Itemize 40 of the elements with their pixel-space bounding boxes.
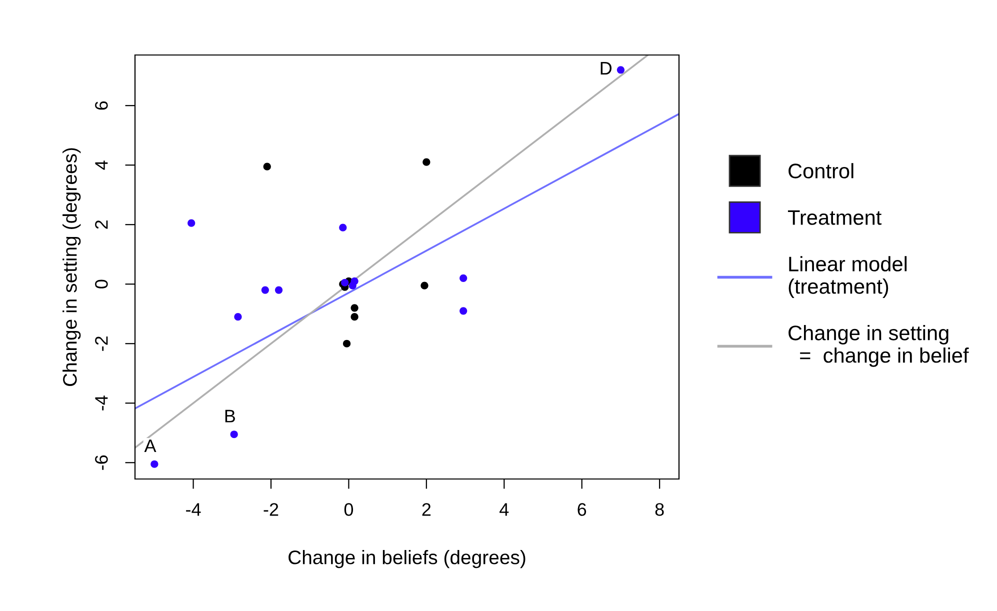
- point: [616, 66, 625, 74]
- x-tick-label: 2: [422, 503, 431, 516]
- point: [263, 162, 271, 170]
- y-tick-label: -2: [95, 336, 108, 351]
- point: [274, 286, 283, 294]
- x-axis-title: Change in beliefs (degrees): [288, 550, 526, 568]
- legend-label: Linear model (treatment): [788, 256, 907, 298]
- point: [339, 224, 347, 232]
- point: [422, 158, 430, 166]
- x-tick-label: 8: [655, 503, 664, 516]
- point: [150, 460, 158, 468]
- annotation: D: [600, 62, 612, 74]
- y-tick-label: -4: [95, 396, 108, 410]
- point: [350, 313, 358, 321]
- point: [350, 277, 358, 285]
- annotation: A: [144, 440, 156, 452]
- point: [234, 313, 242, 321]
- y-tick-label: 0: [95, 280, 108, 288]
- x-tick-label: -4: [186, 503, 201, 516]
- point: [460, 274, 468, 282]
- point: [342, 340, 351, 348]
- y-tick-label: -6: [95, 455, 108, 470]
- x-tick-label: 0: [344, 503, 354, 516]
- point: [350, 304, 358, 312]
- legend-label: Treatment: [788, 210, 882, 225]
- y-axis-title: Change in setting (degrees): [62, 148, 81, 386]
- point: [420, 282, 428, 290]
- x-tick-label: 4: [500, 503, 509, 516]
- point: [261, 286, 269, 294]
- legend-label: Control: [788, 163, 854, 178]
- y-tick-label: 4: [95, 160, 108, 170]
- annotation: B: [225, 410, 235, 422]
- x-tick-label: -2: [264, 503, 278, 516]
- point: [230, 430, 238, 438]
- y-tick-label: 6: [95, 101, 108, 110]
- y-tick-label: 2: [95, 220, 108, 229]
- legend-label: Change in setting = change in belief: [788, 325, 969, 367]
- point: [460, 307, 468, 315]
- x-tick-label: 6: [578, 503, 586, 516]
- point: [188, 219, 196, 227]
